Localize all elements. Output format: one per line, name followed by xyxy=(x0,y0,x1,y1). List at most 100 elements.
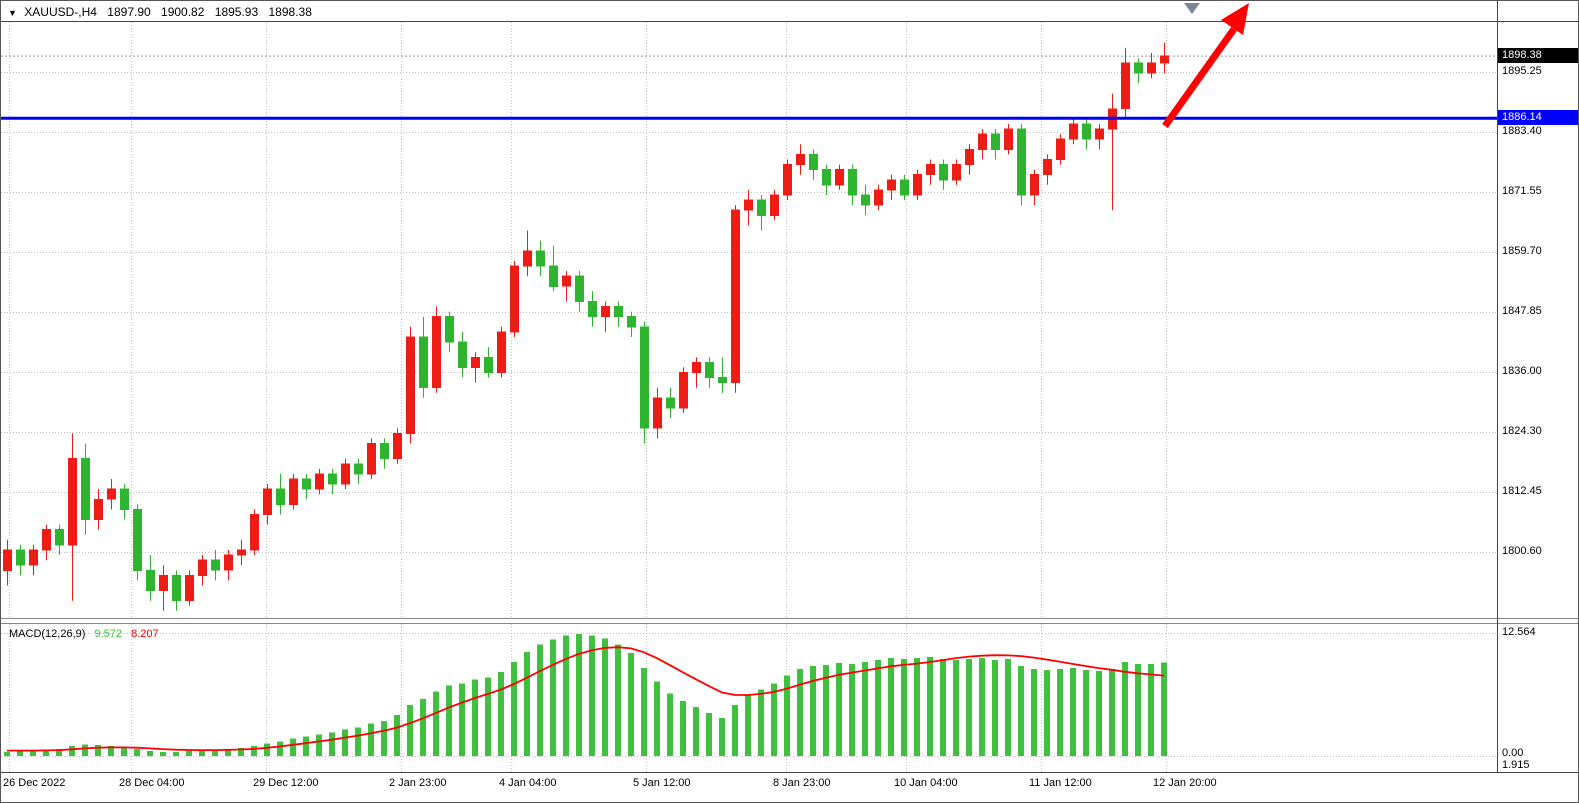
time-axis-label: 28 Dec 04:00 xyxy=(119,777,185,789)
candle-down xyxy=(380,443,389,460)
macd-axis-bottom-label: 1.915 xyxy=(1502,759,1530,771)
macd-histogram-bar xyxy=(1031,668,1037,756)
chart-title: ▼ XAUUSD-,H4 1897.90 1900.82 1895.93 189… xyxy=(8,5,312,19)
macd-histogram-bar xyxy=(940,659,946,756)
macd-histogram-bar xyxy=(1083,669,1089,756)
macd-histogram-bar xyxy=(17,751,23,756)
macd-signal-line xyxy=(7,646,1165,752)
macd-histogram-bar xyxy=(1135,664,1141,756)
macd-histogram-bar xyxy=(758,689,764,756)
macd-histogram-bar xyxy=(862,662,868,756)
macd-histogram-bar xyxy=(550,639,556,756)
macd-histogram-bar xyxy=(1096,670,1102,756)
macd-histogram-bar xyxy=(823,665,829,756)
time-axis-label: 5 Jan 12:00 xyxy=(633,777,691,789)
macd-histogram-bar xyxy=(667,693,673,756)
candle-down xyxy=(1017,128,1026,196)
macd-histogram-bar xyxy=(641,667,647,756)
candle-up xyxy=(185,574,194,602)
macd-histogram-bar xyxy=(342,729,348,756)
price-axis-label: 1824.30 xyxy=(1502,424,1542,437)
macd-histogram-bar xyxy=(251,746,257,756)
candle-up xyxy=(770,194,779,216)
macd-histogram-bar xyxy=(459,683,465,756)
time-axis-label: 2 Jan 23:00 xyxy=(389,777,447,789)
candle-up xyxy=(289,478,298,505)
candle-up xyxy=(1147,62,1156,74)
macd-histogram-bar xyxy=(1070,667,1076,756)
candle-up xyxy=(198,559,207,576)
macd-histogram-bar xyxy=(745,695,751,756)
candle-up xyxy=(952,164,961,181)
macd-histogram-bar xyxy=(1057,668,1063,756)
candle-down xyxy=(81,458,90,521)
candle-down xyxy=(133,508,142,571)
candle-up xyxy=(1121,62,1130,110)
candle-down xyxy=(822,169,831,186)
panel-splitter[interactable] xyxy=(1,618,1578,624)
macd-histogram-bar xyxy=(238,748,244,756)
candle-down xyxy=(211,559,220,571)
macd-histogram-bar xyxy=(693,707,699,756)
macd-histogram-bar xyxy=(290,738,296,756)
macd-histogram-bar xyxy=(420,699,426,756)
indicator-name: MACD(12,26,9) xyxy=(9,628,86,640)
candle-down xyxy=(536,250,545,267)
macd-histogram-bar xyxy=(979,658,985,756)
macd-histogram-bar xyxy=(498,671,504,756)
macd-indicator-canvas[interactable] xyxy=(1,624,1497,772)
candle-down xyxy=(445,316,454,343)
macd-histogram-bar xyxy=(56,749,62,756)
candle-up xyxy=(341,463,350,485)
macd-histogram-bar xyxy=(485,677,491,756)
candle-up xyxy=(471,356,480,368)
macd-histogram-bar xyxy=(602,638,608,756)
macd-histogram-bar xyxy=(732,705,738,756)
price-axis-label: 1871.55 xyxy=(1502,185,1542,198)
candle-down xyxy=(588,301,597,318)
macd-histogram-bar xyxy=(1005,659,1011,756)
candle-up xyxy=(679,372,688,409)
macd-histogram-bar xyxy=(69,746,75,756)
candle-up xyxy=(315,473,324,490)
candle-up xyxy=(835,169,844,186)
candle-down xyxy=(640,326,649,429)
macd-histogram-bar xyxy=(1148,664,1154,756)
macd-axis-zero-label: 0.00 xyxy=(1502,747,1524,759)
candle-down xyxy=(16,549,25,566)
candle-up xyxy=(510,265,519,333)
candle-up xyxy=(250,514,259,551)
macd-histogram-bar xyxy=(394,714,400,756)
candle-down xyxy=(939,164,948,181)
macd-histogram-bar xyxy=(654,681,660,756)
time-axis-label: 12 Jan 20:00 xyxy=(1153,777,1217,789)
candle-down xyxy=(848,169,857,196)
macd-histogram-bar xyxy=(43,750,49,756)
candle-down xyxy=(1082,123,1091,140)
symbol-dropdown-icon[interactable]: ▼ xyxy=(8,8,17,18)
price-chart-canvas[interactable] xyxy=(1,1,1497,619)
ohlc-low-value: 1895.93 xyxy=(214,5,259,19)
macd-histogram-bar xyxy=(810,665,816,756)
macd-histogram-bar xyxy=(433,691,439,756)
macd-histogram-bar xyxy=(563,635,569,756)
macd-histogram-bar xyxy=(147,751,153,756)
macd-histogram-bar xyxy=(1122,662,1128,756)
candle-up xyxy=(783,164,792,196)
ohlc-close-value: 1898.38 xyxy=(268,5,312,19)
macd-histogram-bar xyxy=(4,752,10,756)
candle-up xyxy=(1160,55,1169,64)
time-axis-label: 26 Dec 2022 xyxy=(3,777,66,789)
macd-histogram-bar xyxy=(303,736,309,756)
macd-histogram-bar xyxy=(628,653,634,756)
candle-up xyxy=(926,164,935,176)
candle-down xyxy=(549,265,558,287)
ohlc-high-value: 1900.82 xyxy=(161,5,205,19)
macd-histogram-bar xyxy=(589,635,595,756)
candle-down xyxy=(172,574,181,602)
candle-up xyxy=(978,133,987,150)
price-axis-label: 1836.00 xyxy=(1502,365,1542,378)
macd-histogram-bar xyxy=(472,679,478,756)
macd-histogram-bar xyxy=(82,744,88,756)
candle-up xyxy=(94,498,103,521)
